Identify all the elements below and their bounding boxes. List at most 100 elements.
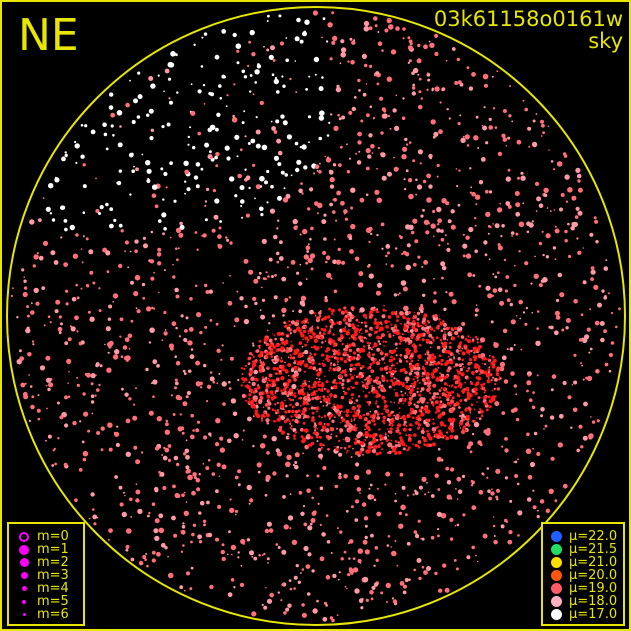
- star: [564, 239, 568, 243]
- star: [501, 355, 507, 361]
- star: [240, 205, 243, 207]
- star: [456, 498, 459, 500]
- star: [483, 429, 488, 434]
- star: [234, 475, 239, 480]
- star: [275, 119, 280, 124]
- star: [153, 307, 156, 310]
- star: [133, 98, 138, 104]
- star: [363, 516, 369, 521]
- star: [488, 117, 492, 121]
- star: [324, 298, 329, 303]
- star: [175, 326, 178, 330]
- star: [149, 327, 155, 334]
- star: [416, 311, 421, 316]
- star: [106, 270, 110, 274]
- star: [167, 77, 172, 81]
- star: [294, 60, 297, 62]
- star: [386, 544, 390, 547]
- star: [348, 567, 353, 571]
- star: [237, 556, 240, 559]
- star: [590, 269, 596, 275]
- star: [433, 277, 435, 280]
- star: [54, 309, 59, 314]
- star: [195, 428, 200, 433]
- star: [293, 225, 298, 230]
- star: [171, 515, 176, 521]
- star: [369, 64, 373, 68]
- star: [441, 265, 447, 271]
- star: [197, 131, 201, 136]
- star: [237, 378, 240, 382]
- star: [198, 540, 203, 544]
- star: [129, 497, 133, 502]
- star: [329, 202, 333, 207]
- star: [340, 52, 347, 58]
- star: [482, 125, 488, 131]
- star: [538, 283, 543, 288]
- star: [242, 542, 245, 545]
- star: [410, 230, 415, 235]
- star: [289, 527, 292, 530]
- star: [308, 75, 311, 78]
- star: [294, 36, 300, 42]
- star: [209, 435, 212, 437]
- star: [615, 325, 618, 329]
- star: [221, 543, 225, 547]
- star: [350, 223, 356, 230]
- star: [109, 207, 114, 212]
- star: [359, 307, 365, 313]
- star: [349, 367, 353, 371]
- star: [368, 273, 374, 279]
- star: [445, 291, 448, 294]
- star: [33, 254, 39, 260]
- star: [130, 319, 134, 323]
- star: [467, 272, 473, 278]
- star: [594, 219, 599, 224]
- star: [150, 230, 154, 234]
- star: [186, 390, 191, 396]
- star: [507, 204, 512, 209]
- star: [190, 540, 193, 544]
- star: [199, 386, 203, 389]
- star: [390, 264, 394, 268]
- star: [555, 298, 560, 303]
- star: [251, 342, 254, 345]
- star: [490, 379, 493, 382]
- star: [367, 346, 371, 350]
- star: [135, 307, 138, 310]
- star: [92, 508, 95, 511]
- star: [253, 369, 258, 375]
- star: [511, 235, 513, 237]
- star: [481, 124, 484, 127]
- star: [172, 275, 176, 279]
- star: [39, 365, 46, 371]
- star: [146, 306, 152, 312]
- star: [24, 382, 27, 385]
- star: [105, 202, 109, 207]
- brightness-legend: μ=22.0 μ=21.5 μ=21.0 μ=20.0 μ=19.0 μ=18.0 μ=17…: [541, 522, 625, 626]
- star: [279, 240, 283, 245]
- star: [183, 160, 189, 166]
- star: [466, 66, 470, 70]
- star: [311, 511, 317, 516]
- star: [446, 242, 449, 245]
- star: [373, 16, 378, 21]
- star: [47, 434, 52, 439]
- star: [10, 294, 13, 298]
- star: [214, 442, 220, 447]
- star: [416, 317, 420, 321]
- star: [565, 326, 569, 330]
- star: [428, 40, 431, 43]
- star: [172, 413, 176, 416]
- star: [178, 335, 182, 338]
- star: [303, 545, 309, 552]
- star: [99, 205, 104, 210]
- star: [531, 311, 533, 314]
- star: [506, 298, 511, 303]
- star: [246, 538, 251, 542]
- star: [532, 505, 537, 510]
- star: [65, 289, 69, 293]
- star: [285, 607, 290, 612]
- star: [205, 466, 210, 471]
